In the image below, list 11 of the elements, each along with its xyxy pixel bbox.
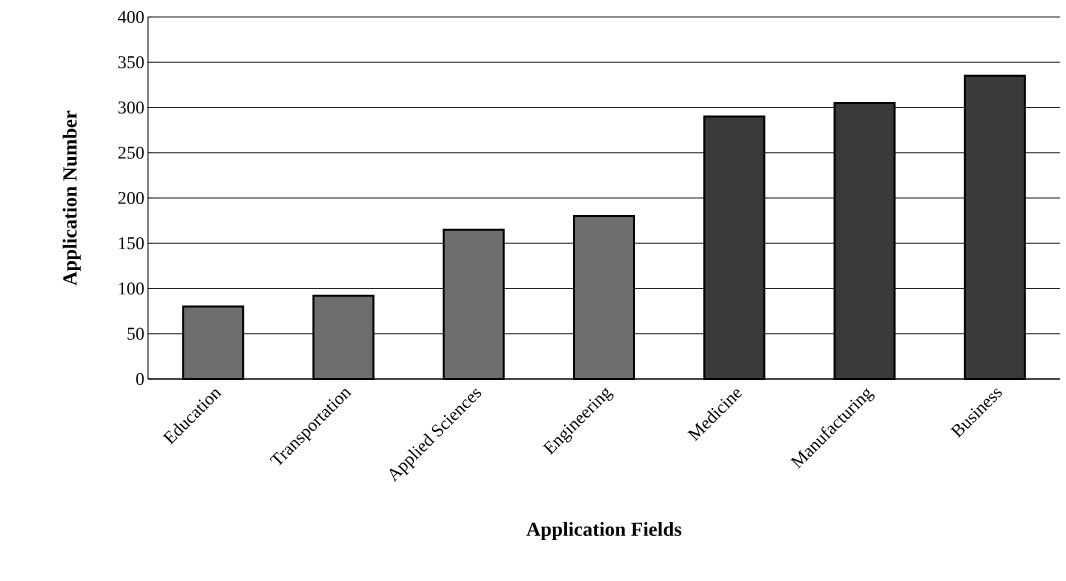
y-tick-label: 200 — [118, 191, 144, 205]
x-axis-title: Application Fields — [526, 522, 682, 541]
y-tick-label: 0 — [136, 372, 144, 386]
y-tick-label: 300 — [118, 101, 144, 114]
y-tick-label: 350 — [118, 56, 144, 69]
y-tick-label: 150 — [119, 237, 144, 250]
y-tick-label: 400 — [117, 10, 144, 24]
y-axis-title: Application Number — [62, 110, 81, 286]
y-tick-label: 50 — [127, 327, 144, 340]
y-tick-label: 250 — [118, 146, 144, 159]
y-tick-label: 100 — [119, 282, 144, 295]
